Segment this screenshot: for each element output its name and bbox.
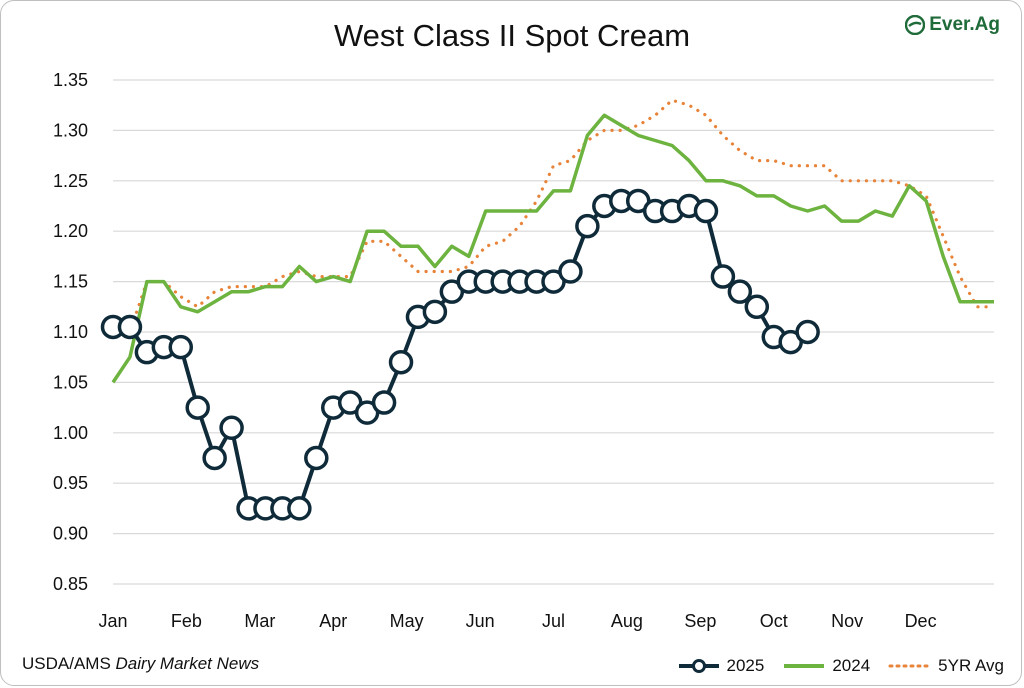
legend-item-2024: 2024	[782, 656, 870, 676]
y-tick-label: 1.20	[53, 221, 88, 241]
y-axis-ticks: 1.35 1.30 1.25 1.20 1.15 1.10 1.05 1.00 0.95 0.90…	[53, 70, 88, 594]
y-tick-label: 1.15	[53, 272, 88, 292]
y-tick-label: 1.35	[53, 70, 88, 90]
x-tick-label: Aug	[611, 611, 643, 631]
point-2025	[185, 395, 210, 420]
series-layer	[100, 98, 996, 521]
x-tick-label: Mar	[244, 611, 275, 631]
legend-label-2024: 2024	[832, 656, 871, 675]
x-tick-label: Jun	[466, 611, 495, 631]
x-tick-label: Dec	[905, 611, 937, 631]
series-line-2024	[111, 113, 994, 384]
point-2025	[422, 299, 448, 325]
point-2025	[168, 334, 194, 360]
y-tick-label: 1.05	[53, 372, 88, 392]
legend-swatch-2025	[678, 659, 719, 673]
chart-title: West Class II Spot Cream	[333, 18, 691, 53]
point-2025	[202, 445, 227, 471]
source-italic: Dairy Market News	[115, 654, 260, 673]
point-2025	[219, 415, 244, 441]
point-2025	[304, 445, 329, 471]
legend-label-2025: 2025	[726, 656, 765, 675]
point-2025	[795, 319, 820, 345]
y-tick-label: 1.00	[53, 423, 88, 443]
point-2025	[117, 314, 143, 340]
point-2025	[693, 198, 719, 224]
x-tick-label: Oct	[760, 611, 788, 631]
legend-label-5yr-avg: 5YR Avg	[938, 656, 1004, 675]
y-tick-label: 1.30	[53, 120, 88, 140]
x-tick-label: Sep	[684, 611, 716, 631]
x-tick-label: May	[390, 611, 424, 631]
point-2025	[744, 294, 770, 320]
point-2025	[558, 259, 583, 284]
y-tick-label: 1.10	[53, 322, 88, 342]
point-2025	[388, 349, 414, 375]
point-2025	[371, 390, 397, 415]
y-tick-label: 0.95	[53, 473, 88, 493]
logo-text: Ever.Ag	[929, 14, 1000, 35]
point-2025	[727, 279, 753, 304]
series-line-5yr-avg	[111, 98, 996, 335]
ever-ag-logo: Ever.Ag	[905, 14, 1000, 36]
point-2025	[575, 213, 600, 239]
legend-swatch-2024	[784, 664, 825, 668]
source-note: USDA/AMS Dairy Market News	[22, 654, 259, 674]
y-tick-label: 1.25	[53, 171, 88, 191]
x-tick-label: Jul	[542, 611, 565, 631]
x-tick-label: Apr	[319, 611, 347, 631]
legend-item-2025: 2025	[677, 656, 765, 676]
legend: 2025 2024 5YR Avg	[677, 656, 1004, 676]
legend-item-5yr-avg: 5YR Avg	[888, 656, 1004, 676]
grid-layer	[113, 79, 994, 585]
point-2025	[287, 496, 312, 521]
x-tick-label: Nov	[831, 611, 863, 631]
x-tick-label: Jan	[98, 611, 127, 631]
ever-ag-leaf-icon	[905, 15, 926, 35]
x-axis-ticks: Jan Feb Mar Apr May Jun Jul Aug Sep Oct Nov Dec	[98, 611, 936, 631]
y-tick-label: 0.90	[53, 524, 88, 544]
y-tick-label: 0.85	[53, 574, 88, 594]
point-2025	[710, 264, 736, 289]
x-tick-label: Feb	[171, 611, 202, 631]
source-prefix: USDA/AMS	[22, 654, 116, 673]
legend-swatch-5yr-avg	[888, 664, 932, 668]
